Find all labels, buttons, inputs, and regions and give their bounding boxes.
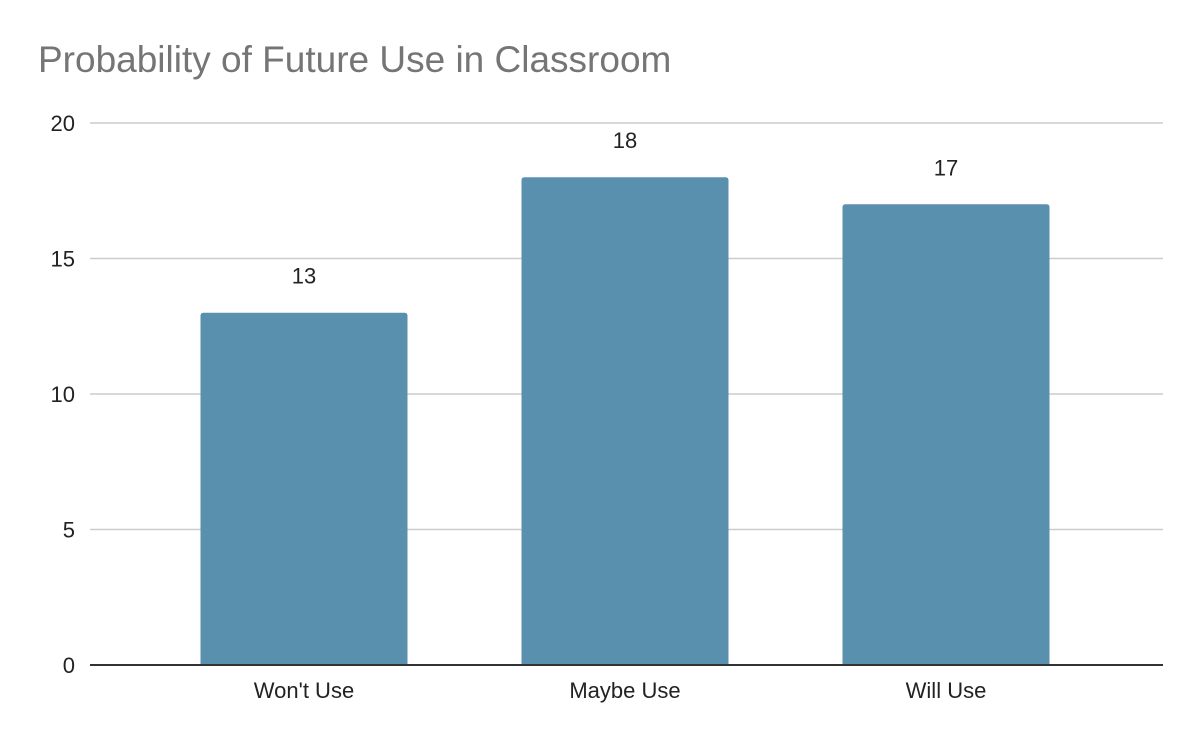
chart-title: Probability of Future Use in Classroom bbox=[38, 39, 672, 80]
y-tick-label: 20 bbox=[51, 111, 75, 136]
y-tick-label: 5 bbox=[63, 518, 75, 543]
bar-won-t-use bbox=[200, 312, 408, 665]
y-tick-label: 10 bbox=[51, 382, 75, 407]
bar-will-use bbox=[842, 204, 1050, 666]
bar-maybe-use bbox=[521, 177, 729, 665]
y-tick-label: 0 bbox=[63, 653, 75, 678]
data-label: 13 bbox=[292, 264, 316, 289]
data-label: 17 bbox=[934, 155, 958, 180]
data-label: 18 bbox=[613, 128, 637, 153]
y-tick-label: 15 bbox=[51, 247, 75, 272]
bars bbox=[200, 177, 1050, 666]
labels: 0 5 10 15 20 13 Won't Use 18 Maybe Use 17 Will Use bbox=[51, 111, 987, 703]
x-tick-label: Won't Use bbox=[254, 678, 354, 703]
x-tick-label: Will Use bbox=[906, 678, 987, 703]
x-tick-label: Maybe Use bbox=[569, 678, 680, 703]
